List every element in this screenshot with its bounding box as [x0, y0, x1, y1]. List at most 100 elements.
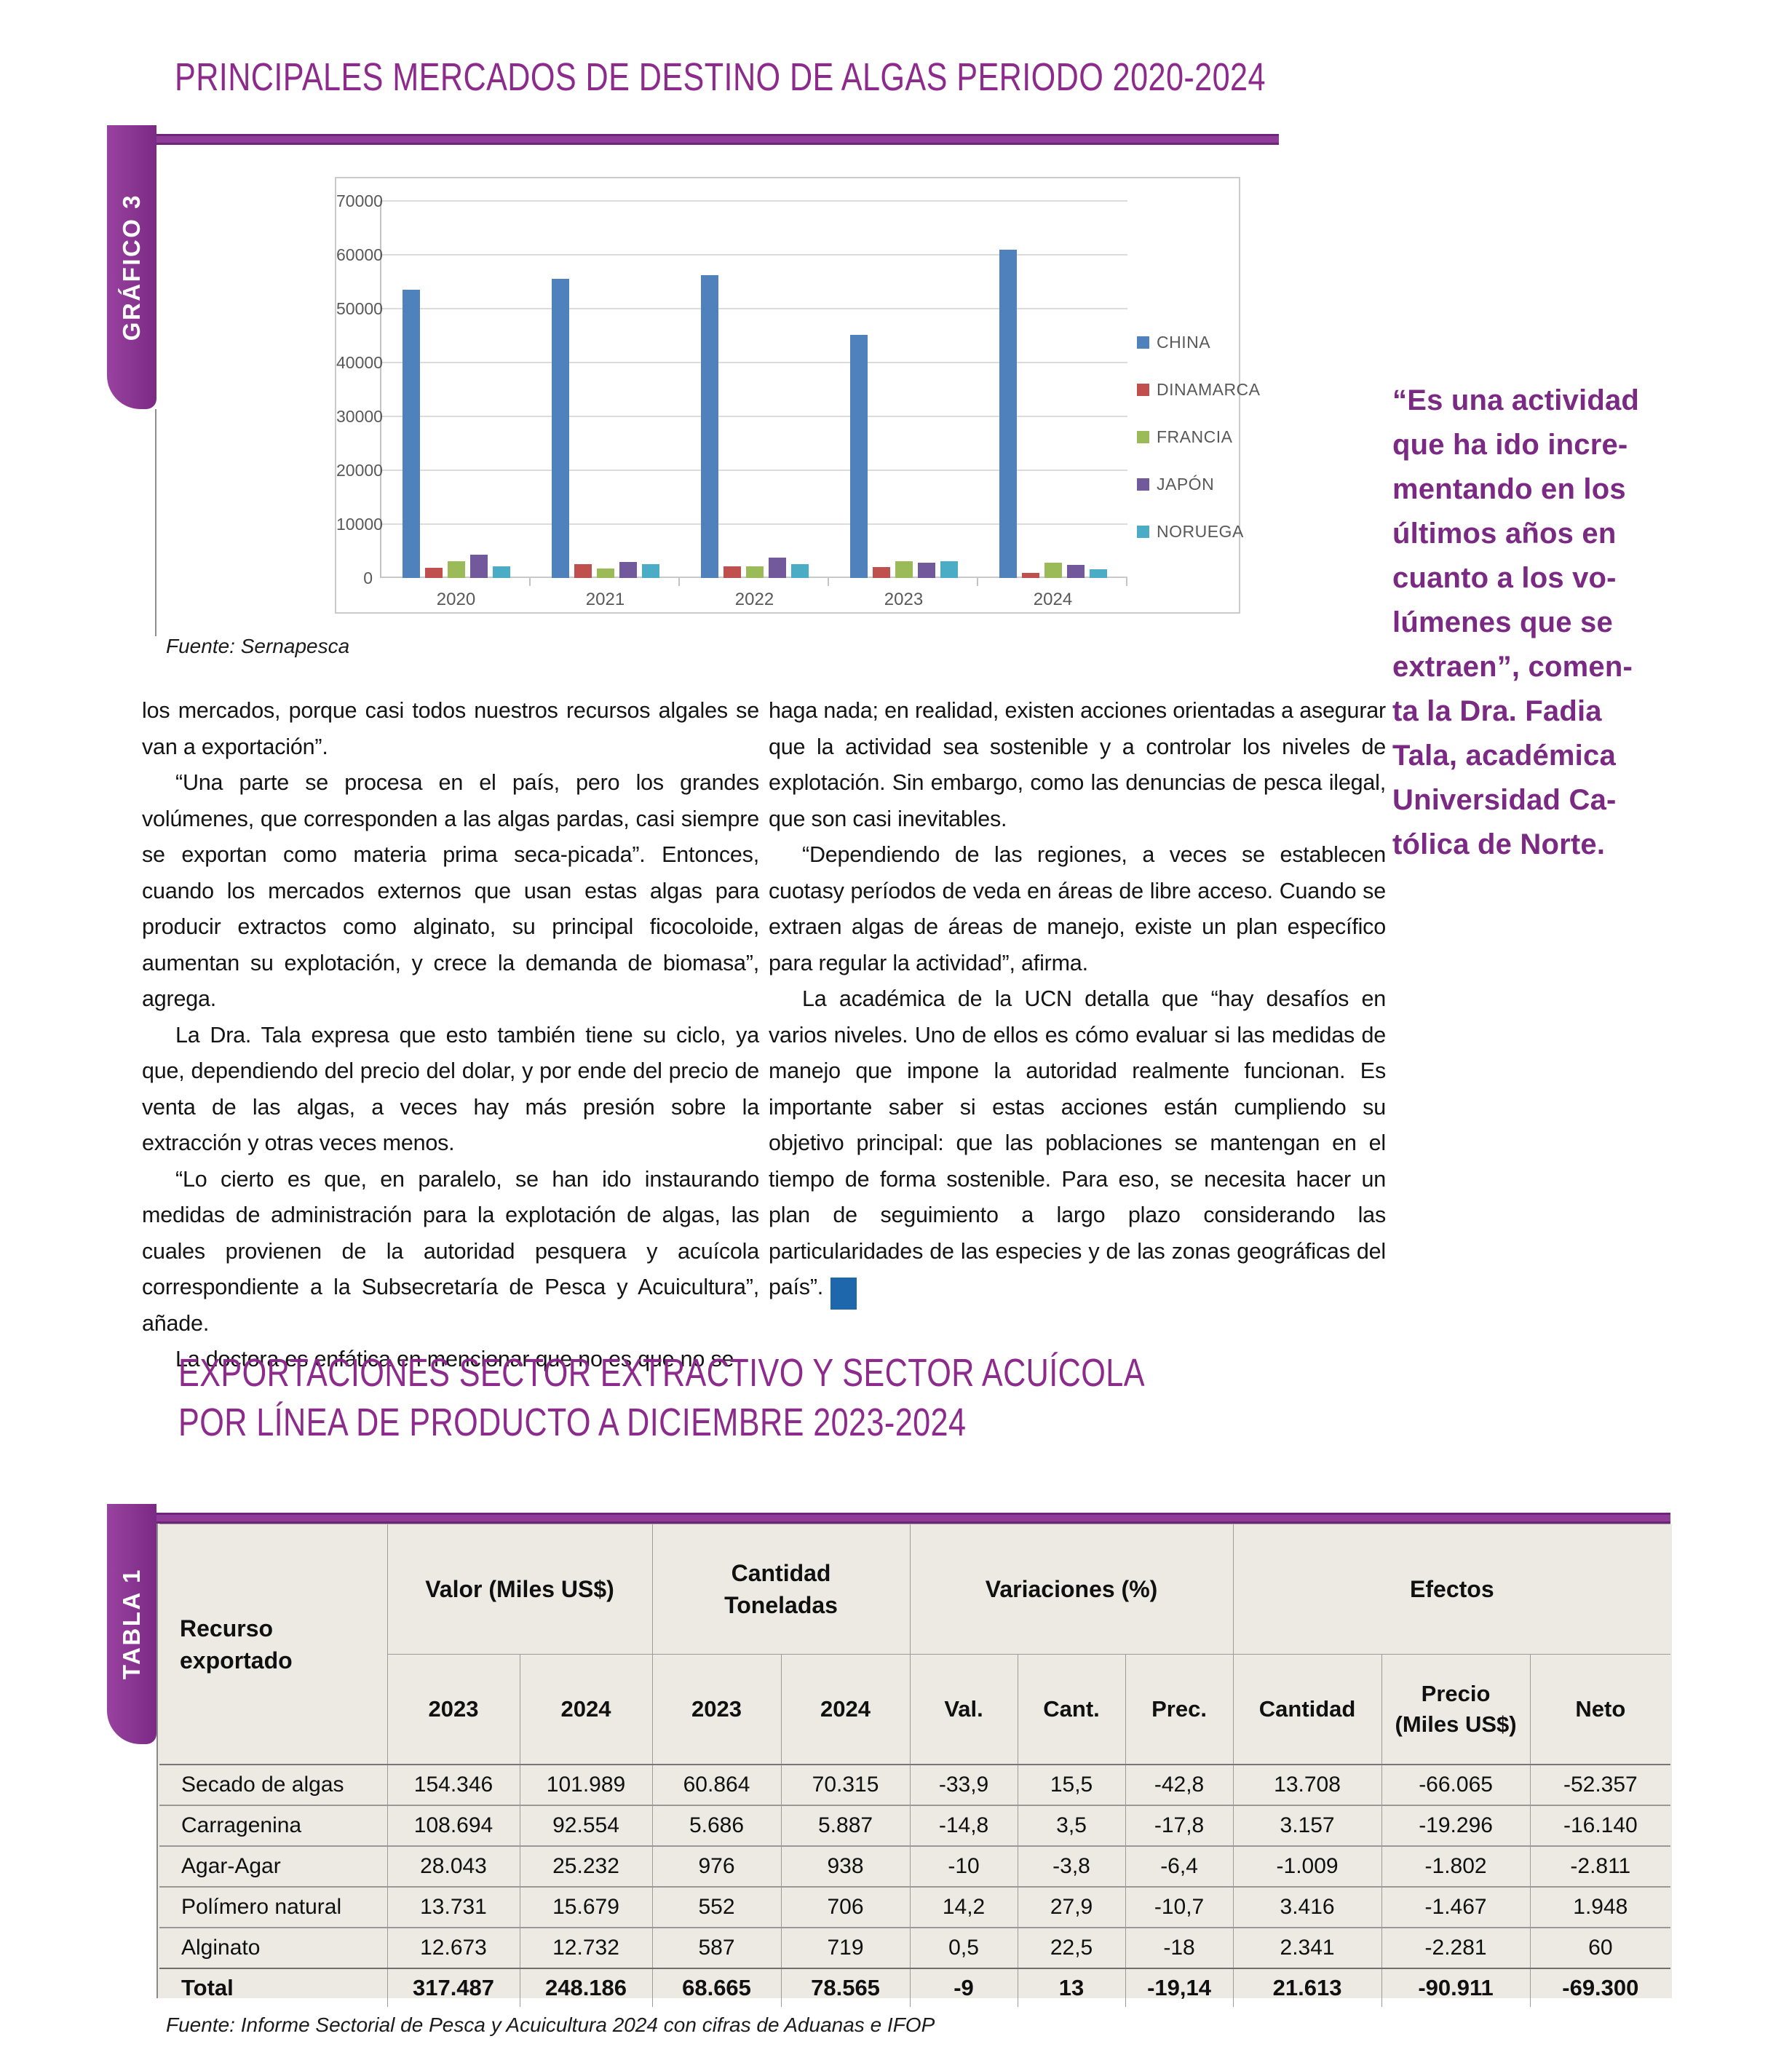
- chart-source: Fuente: Sernapesca: [166, 635, 350, 657]
- cell: -1.009: [1232, 1845, 1382, 1888]
- table-row: Secado de algas 154.346 101.989 60.864 70.31…: [159, 1764, 1671, 1806]
- x-tick: [1126, 578, 1127, 586]
- cell: 12.673: [386, 1927, 520, 1969]
- bar-china: [849, 335, 868, 578]
- cell: -19.296: [1381, 1805, 1531, 1847]
- cell: 101.989: [519, 1764, 653, 1806]
- legend-label: CHINA: [1157, 333, 1211, 352]
- bar-china: [402, 290, 420, 578]
- cell: 5.686: [651, 1805, 782, 1847]
- gridline: [381, 416, 1127, 417]
- article-body: los mercados, porque casi todos nuestros…: [142, 693, 1386, 1378]
- cell: 14,2: [909, 1886, 1018, 1928]
- table-section-rule: [113, 1513, 1670, 1524]
- group-header: Cantidad Toneladas: [651, 1524, 911, 1655]
- y-tick-label: 40000: [336, 353, 383, 372]
- cell: -16.140: [1529, 1805, 1671, 1847]
- cell: 13.708: [1232, 1764, 1382, 1806]
- article-column-left: los mercados, porque casi todos nuestros…: [142, 693, 759, 1378]
- cell: -42,8: [1125, 1764, 1234, 1806]
- cell: 552: [651, 1886, 782, 1928]
- bar-japón: [1066, 565, 1085, 578]
- y-tick-label: 60000: [336, 245, 383, 264]
- cell: 1.948: [1529, 1886, 1671, 1928]
- row-name: Polímero natural: [159, 1886, 388, 1928]
- cell: 3.157: [1232, 1805, 1382, 1847]
- cell: 976: [651, 1845, 782, 1888]
- legend-swatch-japón: [1137, 478, 1149, 491]
- exports-table-panel: Recurso exportado Valor (Miles US$) Cantid…: [156, 1524, 1672, 2007]
- table-row: Alginato 12.673 12.732 587 719 0,5 22,5 -18 2.34…: [159, 1927, 1671, 1969]
- bar-china: [999, 250, 1017, 578]
- bar-noruega: [492, 566, 510, 578]
- x-tick: [977, 578, 978, 586]
- bar-dinamarca: [1021, 573, 1039, 578]
- cell: -6,4: [1125, 1845, 1234, 1888]
- x-tick: [678, 578, 680, 586]
- sub-header: Prec.: [1125, 1654, 1234, 1765]
- sub-header: Val.: [909, 1654, 1018, 1765]
- cell: 248.186: [519, 1968, 653, 2007]
- x-category-label: 2021: [585, 590, 625, 609]
- legend-label: JAPÓN: [1157, 475, 1215, 494]
- cell: 3,5: [1017, 1805, 1126, 1847]
- gridline: [381, 362, 1127, 363]
- table-row: Carragenina 108.694 92.554 5.686 5.887 -14,8 3…: [159, 1805, 1671, 1847]
- paragraph: La Dra. Tala expresa que esto también ti…: [142, 1022, 759, 1156]
- cell: -1.802: [1381, 1845, 1531, 1888]
- bar-dinamarca: [574, 564, 592, 578]
- legend-swatch-noruega: [1137, 526, 1149, 538]
- bar-group: 2024: [978, 201, 1127, 609]
- table-header-row-columns: 2023 2024 2023 2024 Val. Cant. Prec. Cantidad Pr…: [159, 1654, 1671, 1765]
- table-header-row-groups: Recurso exportado Valor (Miles US$) Cantid…: [159, 1524, 1671, 1765]
- x-tick: [529, 578, 531, 586]
- legend-item: JAPÓN: [1137, 475, 1261, 494]
- chart-section-left-rule: [155, 409, 156, 636]
- chart-section-rule: [138, 134, 1279, 145]
- legend-label: DINAMARCA: [1157, 380, 1261, 399]
- cell: 27,9: [1017, 1886, 1126, 1928]
- cell: -18: [1125, 1927, 1234, 1969]
- grafico-3-tab-label: GRÁFICO 3: [118, 193, 145, 341]
- group-header: Valor (Miles US$): [386, 1524, 653, 1655]
- row-name: Agar-Agar: [159, 1845, 388, 1888]
- cell: -1.467: [1381, 1886, 1531, 1928]
- bar-china: [700, 275, 718, 578]
- cell: -10,7: [1125, 1886, 1234, 1928]
- gridline: [381, 470, 1127, 471]
- cell: -3,8: [1017, 1845, 1126, 1888]
- article-column-right: haga nada; en realidad, existen acciones…: [769, 693, 1386, 1378]
- bar-chart: 2020 2021 2022 2023 2024 CHINA DINAMARCA FRANC…: [335, 177, 1260, 614]
- cell: 13: [1017, 1968, 1126, 2007]
- bar-japón: [917, 563, 935, 578]
- sub-header: Precio (Miles US$): [1381, 1654, 1531, 1765]
- legend-label: FRANCIA: [1157, 427, 1233, 446]
- chart-section-title: PRINCIPALES MERCADOS DE DESTINO DE ALGAS…: [175, 55, 1266, 99]
- sub-header: Cantidad: [1232, 1654, 1382, 1765]
- group-header: Efectos: [1232, 1524, 1671, 1655]
- cell: -2.281: [1381, 1927, 1531, 1969]
- bar-group: 2022: [680, 201, 829, 609]
- cell: -19,14: [1125, 1968, 1234, 2007]
- sub-header: 2023: [386, 1654, 520, 1765]
- chart-plot-area: 2020 2021 2022 2023 2024: [380, 200, 1127, 609]
- bar-japón: [469, 555, 488, 578]
- article-end-mark: Q: [830, 1278, 881, 1310]
- row-name: Secado de algas: [159, 1764, 388, 1806]
- bar-francia: [895, 561, 913, 578]
- paragraph: “Lo cierto es que, en paralelo, se han i…: [142, 1166, 759, 1336]
- bar-dinamarca: [723, 566, 741, 578]
- cell: -52.357: [1529, 1764, 1671, 1806]
- bar-noruega: [641, 564, 659, 578]
- bar-francia: [596, 569, 614, 578]
- table-total-row: Total 317.487 248.186 68.665 78.565 -9 13 -19,1…: [159, 1968, 1671, 2007]
- cell: 0,5: [909, 1927, 1018, 1969]
- legend-label: NORUEGA: [1157, 522, 1244, 541]
- y-tick-label: 50000: [336, 299, 383, 318]
- grafico-3-tab: GRÁFICO 3: [107, 125, 156, 409]
- cell: -69.300: [1529, 1968, 1671, 2007]
- cell: -33,9: [909, 1764, 1018, 1806]
- paragraph: La doctora es enfática en mencionar que …: [175, 1347, 734, 1371]
- bar-china: [551, 279, 569, 578]
- cell: -9: [909, 1968, 1018, 2007]
